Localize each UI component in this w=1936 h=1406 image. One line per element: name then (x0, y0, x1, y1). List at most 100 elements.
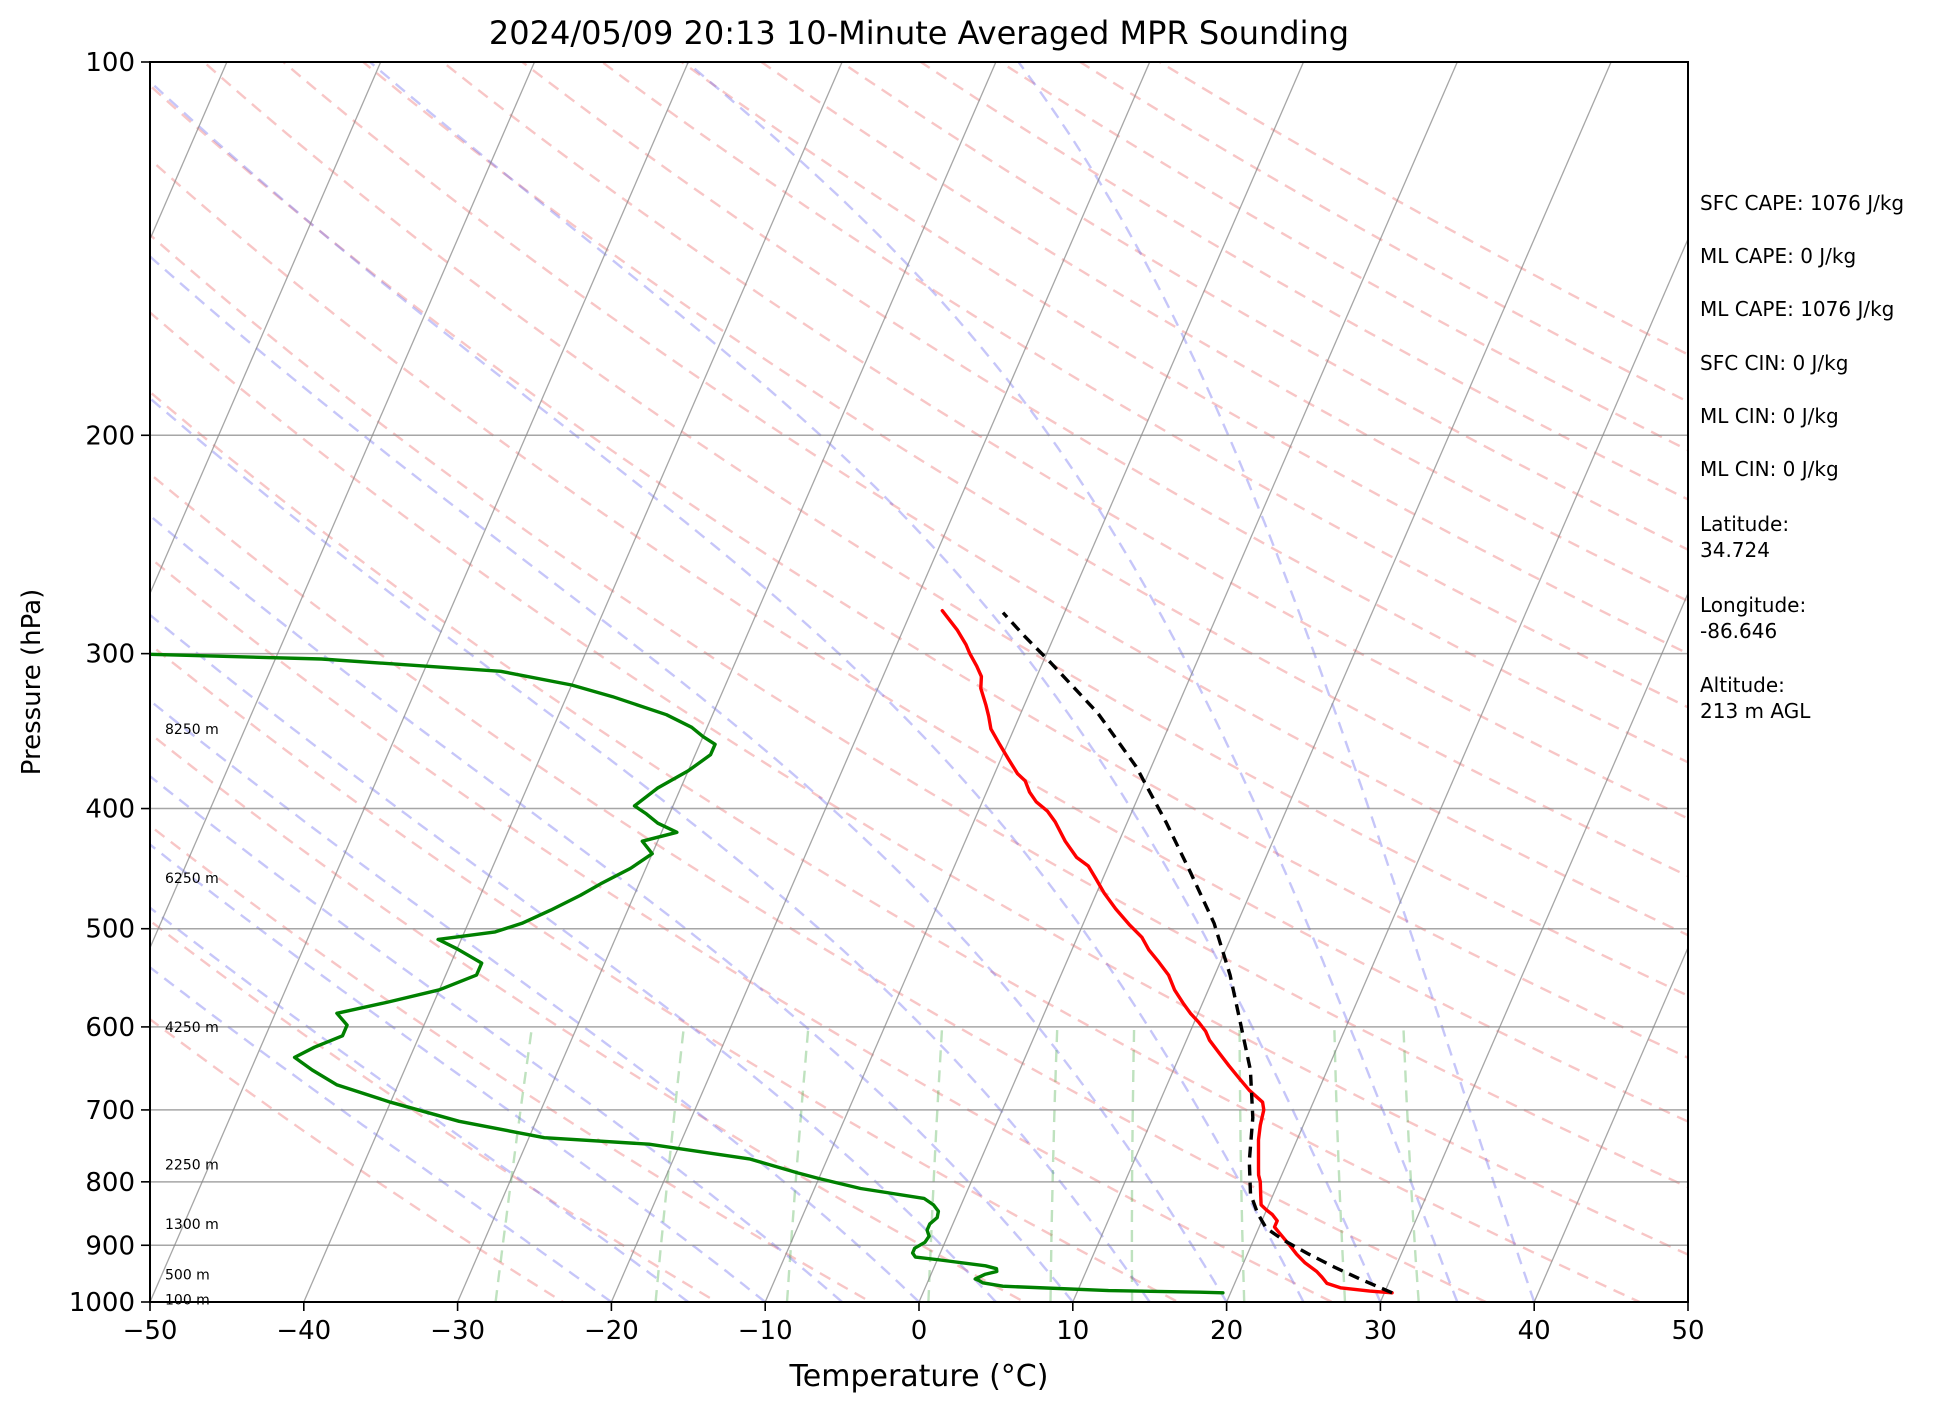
mixing-ratio-line (494, 1026, 534, 1302)
x-tick-label: 50 (1671, 1316, 1704, 1346)
x-tick-label: 40 (1518, 1316, 1551, 1346)
dewpoint-line (150, 652, 1225, 1295)
mixing-ratio-line (927, 1026, 944, 1302)
isotherm (150, 62, 536, 950)
isotherm (610, 62, 1151, 1302)
mixing-ratio-line (1333, 1026, 1347, 1302)
ml-cin-text-2: ML CIN: 0 J/kg (1700, 457, 1839, 481)
y-axis-label: Pressure (hPa) (17, 589, 47, 776)
x-tick-label: 30 (1364, 1316, 1397, 1346)
x-tick-label: 20 (1210, 1316, 1243, 1346)
dry-adiabat (150, 83, 1688, 1060)
moist-adiabat (150, 254, 1228, 1302)
dry-adiabat (840, 62, 1688, 552)
height-label: 2250 m (165, 1158, 219, 1174)
dry-adiabat (150, 472, 1489, 1302)
moist-adiabat (150, 965, 613, 1302)
sfc-cape-text: SFC CAPE: 1076 J/kg (1700, 191, 1905, 215)
moist-adiabat (150, 699, 920, 1302)
dry-adiabat (150, 310, 1688, 1256)
isotherm (1379, 591, 1688, 1302)
dry-adiabat (442, 62, 1688, 820)
latitude-text: Latitude: 34.724 (1700, 512, 1790, 562)
dry-adiabat (150, 824, 874, 1302)
mixing-ratio-line (1130, 1026, 1136, 1302)
y-tick-label: 800 (85, 1168, 135, 1198)
x-tick-label: −10 (738, 1316, 793, 1346)
dry-adiabat (150, 642, 1181, 1302)
moist-adiabat (150, 79, 1305, 1302)
y-tick-label: 1000 (69, 1288, 135, 1318)
moist-adiabat (150, 774, 843, 1302)
dry-adiabat (150, 157, 1688, 1123)
y-tick-label: 700 (85, 1096, 135, 1126)
dry-adiabat (150, 390, 1643, 1302)
dry-adiabat (362, 62, 1688, 878)
isotherm (764, 62, 1305, 1302)
isotherm (918, 62, 1458, 1302)
ml-cin-text: ML CIN: 0 J/kg (1700, 404, 1839, 428)
x-tick-label: −50 (123, 1316, 178, 1346)
x-tick-label: 10 (1056, 1316, 1089, 1346)
longitude-text: Longitude: -86.646 (1700, 593, 1807, 643)
x-tick-label: −20 (584, 1316, 639, 1346)
dry-adiabat (920, 62, 1688, 501)
y-tick-label: 600 (85, 1013, 135, 1043)
ml-cape-text-2: ML CAPE: 1076 J/kg (1700, 297, 1895, 321)
height-label: 6250 m (165, 871, 219, 887)
x-tick-label: −30 (430, 1316, 485, 1346)
y-tick-label: 400 (85, 795, 135, 825)
plot-frame (149, 61, 1689, 1303)
isotherm (1533, 946, 1688, 1302)
height-label: 500 m (165, 1267, 210, 1283)
dry-adiabat (150, 1017, 566, 1302)
height-label: 4250 m (165, 1020, 219, 1036)
dry-adiabat (999, 62, 1688, 452)
mixing-ratio-line (654, 1026, 686, 1302)
isotherm (1226, 237, 1688, 1302)
isotherm (457, 62, 997, 1302)
height-label: 1300 m (165, 1217, 219, 1233)
mixing-ratio-line (1238, 1026, 1246, 1302)
ml-cape-text: ML CAPE: 0 J/kg (1700, 244, 1857, 268)
mixing-ratio-line (785, 1026, 810, 1302)
y-tick-label: 900 (85, 1231, 135, 1261)
dry-adiabat (150, 731, 1027, 1302)
dry-adiabat (681, 62, 1688, 656)
y-tick-label: 300 (85, 640, 135, 670)
parcel-profile-line (1001, 611, 1393, 1295)
mixing-ratio-line (1402, 1026, 1420, 1302)
dry-adiabat (521, 62, 1688, 764)
y-tick-label: 100 (85, 48, 135, 78)
height-label: 8250 m (165, 722, 219, 738)
dry-adiabat (203, 62, 1688, 998)
dry-adiabat (760, 62, 1688, 603)
x-tick-label: 0 (911, 1316, 928, 1346)
dry-adiabat (601, 62, 1688, 709)
moist-adiabat (150, 843, 766, 1302)
moist-adiabat (150, 396, 1151, 1302)
dry-adiabat (150, 233, 1688, 1189)
chart-title: 2024/05/09 20:13 10-Minute Averaged MPR … (489, 14, 1349, 52)
sfc-cin-text: SFC CIN: 0 J/kg (1700, 351, 1849, 375)
height-label: 100 m (165, 1292, 210, 1308)
isotherm (303, 62, 843, 1302)
dry-adiabat (282, 62, 1688, 937)
moist-adiabat (1017, 62, 1536, 1302)
altitude-text: Altitude: 213 m AGL (1700, 673, 1811, 723)
y-tick-label: 500 (85, 915, 135, 945)
moist-adiabat (150, 613, 997, 1302)
moist-adiabat (685, 62, 1459, 1302)
x-axis-label: Temperature (°C) (789, 1359, 1049, 1394)
dry-adiabat (150, 556, 1335, 1302)
moist-adiabat (369, 62, 1382, 1302)
isotherm (1072, 62, 1612, 1302)
temperature-line (940, 609, 1394, 1295)
x-tick-label: −40 (276, 1316, 331, 1346)
isotherm (150, 62, 382, 596)
moist-adiabat (150, 514, 1074, 1302)
isotherm (150, 62, 689, 1302)
y-tick-label: 200 (85, 421, 135, 451)
mixing-ratio-line (1049, 1026, 1059, 1302)
